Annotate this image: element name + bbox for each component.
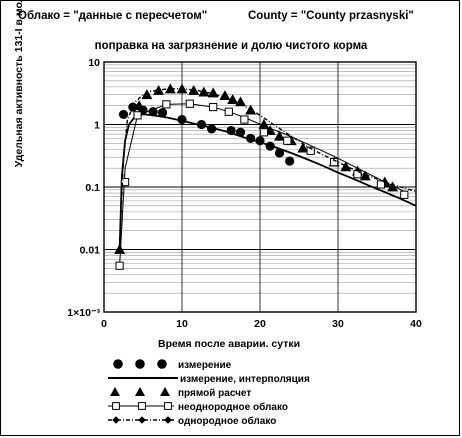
axes [103,61,417,313]
triangle-marker [188,84,200,95]
triangle-marker [219,90,231,101]
uniform-cloud-line [118,87,417,250]
x-tick-label: 20 [254,318,266,330]
series [114,83,417,270]
square-marker [353,170,362,179]
legend: измерение измерение, интерполяция прямой р… [108,359,310,427]
plot-area [103,61,417,313]
triangle-marker [235,96,246,107]
square-marker [209,102,218,112]
county-label: County = "County przasnyski" [248,10,414,22]
dot-marker [148,107,158,117]
triangle-marker [387,181,399,192]
square-marker [259,128,268,137]
grid [104,61,416,313]
series-diamonds-dashdot [118,87,417,250]
x-tick-label: 40 [410,318,422,330]
square-marker [224,107,233,116]
square-marker [376,180,385,189]
legend-label: измерение, интерполяция [180,374,310,385]
y-tick-label: 1×10⁻³ [67,307,100,319]
square-marker [115,261,124,270]
triangle-marker [141,89,153,100]
chart-title: поправка на загрязнение и долю чистого к… [94,40,368,52]
dot-marker [135,359,145,369]
dot-marker [157,359,167,369]
series-squares-line [115,99,409,270]
legend-label: однородное облако [178,415,276,427]
triangle-marker [153,84,165,95]
dot-marker [118,109,129,120]
dot-marker [113,359,123,369]
triangle-marker [274,130,285,141]
square-marker [120,177,130,187]
legend-entry: прямой расчет [110,387,251,399]
square-marker [133,111,142,120]
legend-label: измерение [178,360,232,371]
square-marker [138,402,146,410]
triangle-marker [258,119,270,129]
triangle-marker [133,100,145,111]
square-marker [185,99,194,108]
diamond-marker [138,416,146,424]
diamond-marker [164,416,172,424]
y-tick-label: 0.01 [80,245,101,257]
square-marker [162,100,171,109]
triangle-marker [164,83,176,94]
triangle-marker [160,387,170,396]
diamond-marker [112,416,120,424]
square-marker [112,402,120,410]
legend-entry: измерение [113,359,232,371]
square-marker [240,115,249,124]
legend-entry: измерение, интерполяция [108,374,310,385]
square-marker [330,158,339,167]
cloud-label: Облако = "данные с пересчетом" [18,10,208,22]
y-tick-label: 0.1 [85,182,100,194]
y-tick-label: 1 [94,120,100,132]
dot-marker [157,108,168,118]
x-tick-label: 10 [176,318,188,330]
tick-labels: 0 10 20 30 40 10 1 0.1 0.01 1×10⁻³ [67,57,422,330]
y-tick-label: 10 [88,57,100,69]
square-marker [164,402,172,410]
dot-marker [274,148,285,158]
square-marker [283,136,292,145]
square-marker [400,190,409,199]
x-axis-label: Время после аварии. сутки [158,338,301,350]
legend-label: прямой расчет [178,388,251,399]
x-tick-label: 30 [332,318,344,330]
legend-label: неоднородное облако [178,401,288,413]
triangle-marker [135,387,145,396]
x-tick-label: 0 [101,318,107,330]
dot-marker [285,156,295,166]
legend-entry: однородное облако [108,415,276,427]
triangle-marker [359,170,371,181]
triangle-marker [110,387,120,396]
triangle-marker [340,161,352,172]
triangle-marker [297,142,309,153]
legend-entry: неоднородное облако [108,401,288,413]
